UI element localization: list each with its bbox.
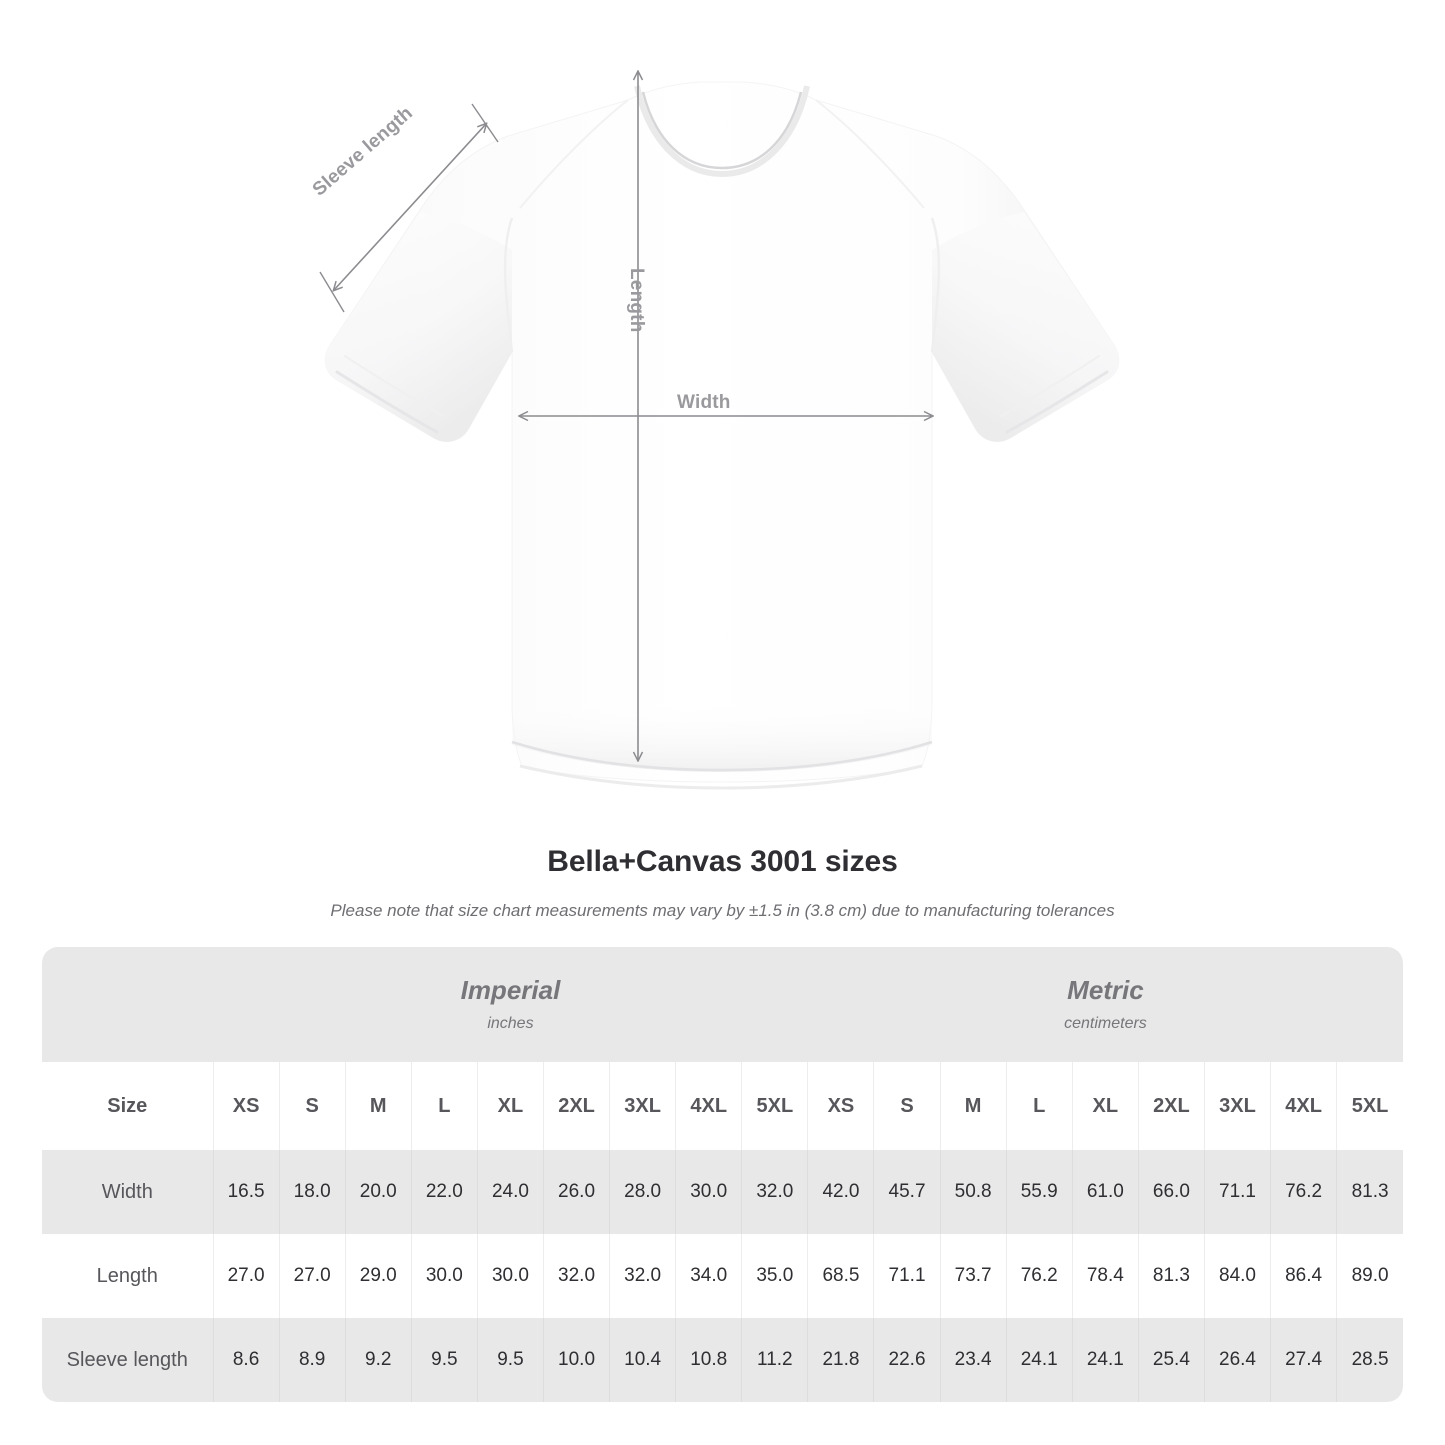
column-header-metric-l: L [1006,1062,1073,1150]
cell-width-metric-4xl: 76.2 [1270,1150,1338,1234]
row-header-sleeve-length: Sleeve length [42,1318,214,1402]
cell-sleeve-imperial-2xl: 10.0 [543,1318,611,1402]
cell-length-imperial-s: 27.0 [279,1234,346,1318]
size-chart-table-wrapper: Imperial inches Metric centimeters Size … [42,947,1403,1402]
cell-width-imperial-xl: 24.0 [477,1150,545,1234]
row-header-width: Width [42,1150,214,1234]
column-header-metric-m: M [940,1062,1007,1150]
size-header-row: Size XS S M L XL 2XL 3XL 4XL 5XL XS S M … [42,1062,1403,1150]
column-header-imperial-s: S [279,1062,346,1150]
cell-sleeve-metric-4xl: 27.4 [1270,1318,1338,1402]
cell-length-imperial-xl: 30.0 [477,1234,545,1318]
cell-width-imperial-xs: 16.5 [213,1150,280,1234]
cell-width-imperial-3xl: 28.0 [609,1150,677,1234]
cell-length-metric-m: 73.7 [940,1234,1007,1318]
tolerance-note: Please note that size chart measurements… [330,901,1115,920]
cell-sleeve-imperial-s: 8.9 [279,1318,346,1402]
cell-length-metric-2xl: 81.3 [1138,1234,1205,1318]
column-header-imperial-2xl: 2XL [543,1062,611,1150]
cell-length-metric-xl: 78.4 [1072,1234,1139,1318]
width-dimension-label: Width [677,392,731,413]
table-row: Length 27.0 27.0 29.0 30.0 30.0 32.0 32.… [42,1234,1403,1318]
length-dimension-label: Length [626,268,647,333]
cell-length-metric-5xl: 89.0 [1336,1234,1403,1318]
table-row: Width 16.5 18.0 20.0 22.0 24.0 26.0 28.0… [42,1150,1403,1234]
cell-sleeve-imperial-5xl: 11.2 [741,1318,809,1402]
unit-sub-metric: centimeters [1064,1014,1147,1032]
cell-width-imperial-l: 22.0 [411,1150,478,1234]
cell-sleeve-metric-xl: 24.1 [1072,1318,1139,1402]
cell-sleeve-metric-5xl: 28.5 [1336,1318,1403,1402]
cell-sleeve-imperial-3xl: 10.4 [609,1318,677,1402]
cell-sleeve-metric-3xl: 26.4 [1204,1318,1272,1402]
unit-name-imperial: Imperial [460,975,561,1006]
cell-width-metric-5xl: 81.3 [1336,1150,1403,1234]
page-title: Bella+Canvas 3001 sizes [547,845,898,878]
table-row: Sleeve length 8.6 8.9 9.2 9.5 9.5 10.0 1… [42,1318,1403,1402]
cell-sleeve-imperial-xl: 9.5 [477,1318,545,1402]
cell-length-metric-l: 76.2 [1006,1234,1073,1318]
cell-length-imperial-5xl: 35.0 [741,1234,809,1318]
cell-length-metric-xs: 68.5 [807,1234,875,1318]
cell-width-metric-s: 45.7 [873,1150,941,1234]
cell-length-metric-4xl: 86.4 [1270,1234,1338,1318]
cell-length-imperial-4xl: 34.0 [675,1234,743,1318]
cell-length-metric-3xl: 84.0 [1204,1234,1272,1318]
measurement-arrows [319,72,932,760]
cell-width-metric-2xl: 66.0 [1138,1150,1205,1234]
tshirt-illustration [319,0,1120,790]
cell-sleeve-imperial-l: 9.5 [411,1318,478,1402]
column-header-metric-s: S [873,1062,941,1150]
cell-width-imperial-4xl: 30.0 [675,1150,743,1234]
cell-length-imperial-3xl: 32.0 [609,1234,677,1318]
garment-body [324,81,1120,790]
cell-length-metric-s: 71.1 [873,1234,941,1318]
unit-sub-imperial: inches [487,1014,534,1032]
cell-width-metric-m: 50.8 [940,1150,1007,1234]
column-header-metric-4xl: 4XL [1270,1062,1338,1150]
column-header-metric-xl: XL [1072,1062,1139,1150]
cell-sleeve-imperial-xs: 8.6 [213,1318,280,1402]
tshirt-measurement-diagram: Sleeve length Length Width [309,0,1120,790]
cell-sleeve-metric-2xl: 25.4 [1138,1318,1205,1402]
column-header-metric-xs: XS [807,1062,875,1150]
row-header-length: Length [42,1234,214,1318]
cell-width-metric-3xl: 71.1 [1204,1150,1272,1234]
unit-band-imperial: Imperial inches [213,947,808,1062]
column-header-imperial-3xl: 3XL [609,1062,677,1150]
unit-system-band-row: Imperial inches Metric centimeters [42,947,1403,1062]
cell-width-metric-xs: 42.0 [807,1150,875,1234]
column-header-imperial-xs: XS [213,1062,280,1150]
size-chart-table: Imperial inches Metric centimeters Size … [42,947,1403,1402]
cell-width-imperial-s: 18.0 [279,1150,346,1234]
column-header-metric-3xl: 3XL [1204,1062,1272,1150]
cell-width-metric-l: 55.9 [1006,1150,1073,1234]
cell-length-imperial-m: 29.0 [345,1234,412,1318]
cell-width-metric-xl: 61.0 [1072,1150,1139,1234]
column-header-imperial-5xl: 5XL [741,1062,809,1150]
column-header-imperial-m: M [345,1062,412,1150]
unit-band-metric: Metric centimeters [807,947,1403,1062]
cell-width-imperial-2xl: 26.0 [543,1150,611,1234]
cell-sleeve-metric-l: 24.1 [1006,1318,1073,1402]
column-header-imperial-xl: XL [477,1062,545,1150]
cell-length-imperial-xs: 27.0 [213,1234,280,1318]
cell-sleeve-metric-m: 23.4 [940,1318,1007,1402]
cell-length-imperial-l: 30.0 [411,1234,478,1318]
cell-sleeve-metric-s: 22.6 [873,1318,941,1402]
cell-width-imperial-5xl: 32.0 [741,1150,809,1234]
cell-length-imperial-2xl: 32.0 [543,1234,611,1318]
cell-sleeve-imperial-m: 9.2 [345,1318,412,1402]
unit-band-spacer [42,947,214,1062]
column-header-imperial-4xl: 4XL [675,1062,743,1150]
unit-name-metric: Metric [1067,975,1144,1006]
cell-width-imperial-m: 20.0 [345,1150,412,1234]
cell-sleeve-imperial-4xl: 10.8 [675,1318,743,1402]
column-header-size: Size [42,1062,214,1150]
column-header-metric-5xl: 5XL [1336,1062,1403,1150]
column-header-imperial-l: L [411,1062,478,1150]
column-header-metric-2xl: 2XL [1138,1062,1205,1150]
title-block: Bella+Canvas 3001 sizes Please note that… [0,845,1445,921]
cell-sleeve-metric-xs: 21.8 [807,1318,875,1402]
